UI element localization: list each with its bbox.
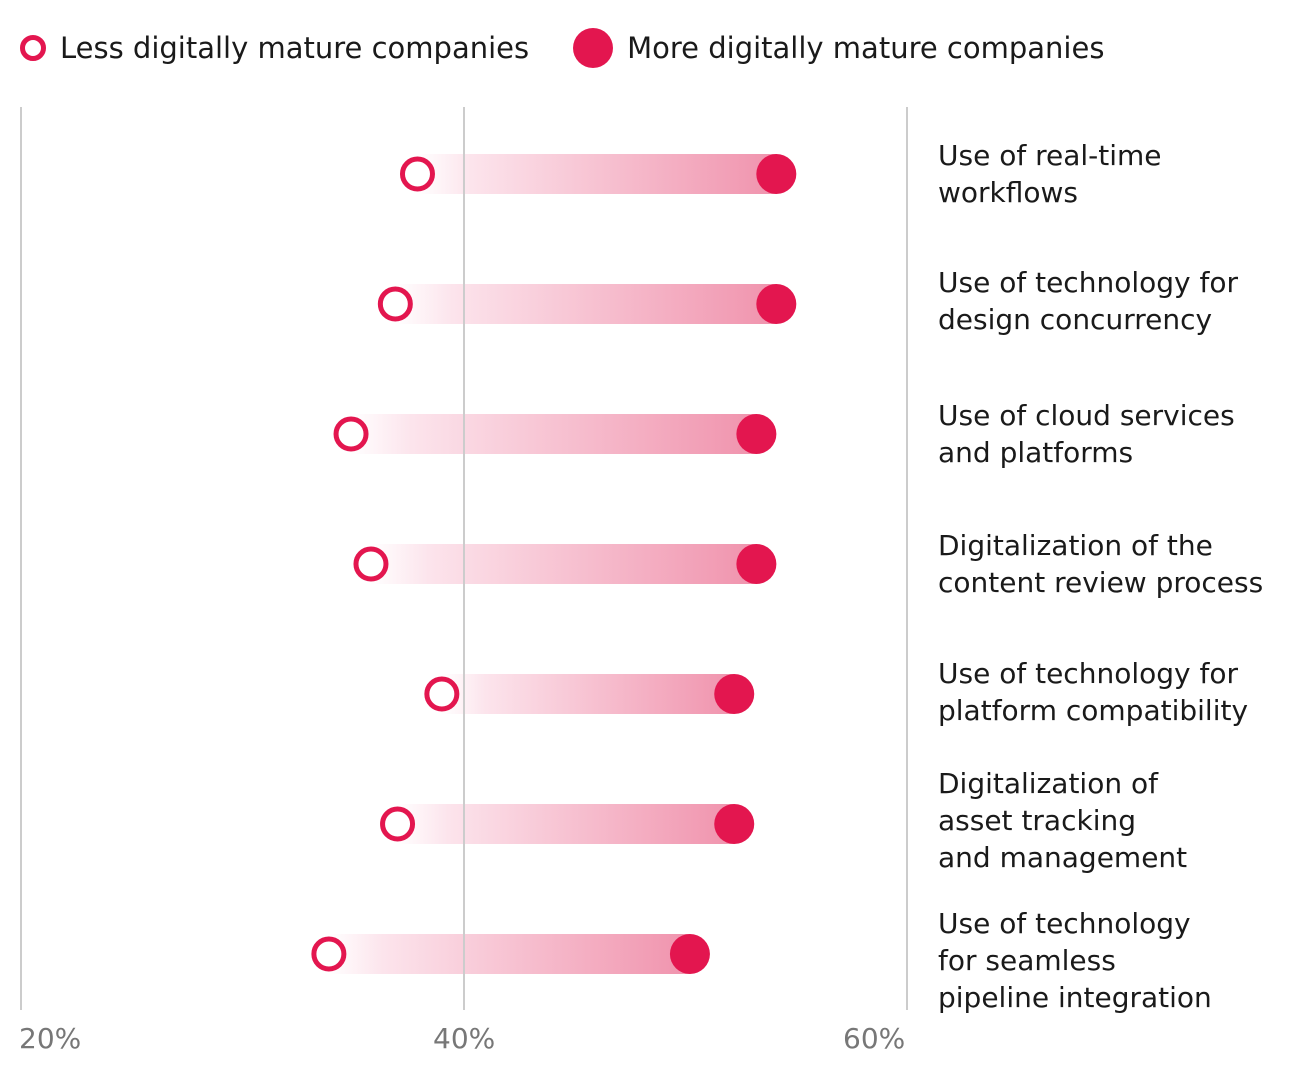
- range-bar: [328, 934, 690, 974]
- more-mature-point: [669, 934, 710, 974]
- less-mature-point: [333, 416, 369, 452]
- less-mature-point: [380, 806, 416, 842]
- x-tick-label: 40%: [433, 1022, 496, 1055]
- legend-label-less: Less digitally mature companies: [60, 31, 530, 65]
- range-bar: [351, 414, 757, 454]
- more-mature-point: [756, 154, 797, 194]
- x-tick-label: 60%: [843, 1022, 906, 1055]
- more-mature-point: [736, 414, 777, 454]
- category-label: Use of technology for platform compatibi…: [938, 657, 1249, 727]
- range-bar: [417, 154, 777, 194]
- category-label: Use of real-time workflows: [938, 139, 1162, 209]
- legend-item-more: More digitally mature companies: [573, 28, 1104, 68]
- open-circle-icon: [20, 35, 46, 61]
- more-mature-point: [736, 544, 777, 584]
- less-mature-point: [377, 286, 413, 322]
- legend-item-less: Less digitally mature companies: [20, 31, 529, 65]
- range-bar: [397, 804, 735, 844]
- category-label: Use of technology for design concurrency: [938, 266, 1238, 336]
- more-mature-point: [714, 674, 755, 714]
- less-mature-point: [311, 936, 347, 972]
- category-label: Digitalization of the content review pro…: [938, 529, 1264, 599]
- chart-legend: Less digitally mature companies More dig…: [20, 28, 1148, 68]
- filled-circle-icon: [573, 28, 614, 68]
- more-mature-point: [714, 804, 755, 844]
- legend-label-more: More digitally mature companies: [627, 31, 1105, 65]
- less-mature-point: [353, 546, 389, 582]
- category-label: Use of cloud services and platforms: [938, 399, 1235, 469]
- range-bar: [441, 674, 735, 714]
- more-mature-point: [756, 284, 797, 324]
- less-mature-point: [399, 156, 435, 192]
- range-bar: [395, 284, 777, 324]
- category-label: Use of technology for seamless pipeline …: [938, 907, 1212, 1014]
- category-label: Digitalization of asset tracking and man…: [938, 767, 1188, 874]
- less-mature-point: [424, 676, 460, 712]
- range-bar: [370, 544, 757, 584]
- x-tick-label: 20%: [19, 1022, 82, 1055]
